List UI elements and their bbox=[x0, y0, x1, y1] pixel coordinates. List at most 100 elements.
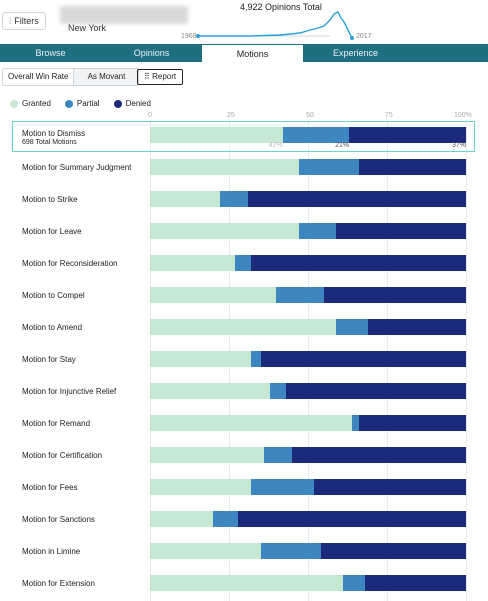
bar-partial[interactable] bbox=[298, 223, 337, 239]
bar-denied[interactable] bbox=[247, 191, 466, 207]
stacked-bar[interactable] bbox=[150, 159, 466, 175]
sparkline-end-dot bbox=[350, 36, 354, 40]
motion-label[interactable]: Motion for Extension bbox=[22, 579, 95, 588]
motion-label[interactable]: Motion to Strike bbox=[22, 195, 78, 204]
bar-partial[interactable] bbox=[270, 383, 286, 399]
motion-label[interactable]: Motion for Stay bbox=[22, 355, 76, 364]
motion-label[interactable]: Motion for Injunctive Relief bbox=[22, 387, 117, 396]
bar-denied[interactable] bbox=[323, 287, 466, 303]
bar-partial[interactable] bbox=[342, 575, 365, 591]
motion-label[interactable]: Motion for Summary Judgment bbox=[22, 163, 132, 172]
bar-granted[interactable] bbox=[150, 223, 299, 239]
motion-label[interactable]: Motion in Limine bbox=[22, 547, 81, 556]
stacked-bar[interactable] bbox=[150, 127, 466, 143]
stacked-bar[interactable] bbox=[150, 511, 466, 527]
bar-partial[interactable] bbox=[235, 255, 252, 271]
motion-label[interactable]: Motion for Sanctions bbox=[22, 515, 95, 524]
bar-partial[interactable] bbox=[298, 159, 359, 175]
legend-item-partial: Partial bbox=[64, 99, 100, 108]
tab-opinions[interactable]: Opinions bbox=[133, 48, 170, 58]
bar-granted[interactable] bbox=[150, 543, 261, 559]
stacked-bar[interactable] bbox=[150, 479, 466, 495]
stacked-bar[interactable] bbox=[150, 287, 466, 303]
bar-partial[interactable] bbox=[263, 447, 293, 463]
bar-partial[interactable] bbox=[276, 287, 324, 303]
motion-label[interactable]: Motion to Compel bbox=[22, 291, 85, 300]
tab-bar-fill bbox=[408, 44, 488, 62]
filters-button[interactable]: ⫶ Filters bbox=[2, 12, 46, 30]
bar-granted[interactable] bbox=[150, 383, 271, 399]
tab-experience[interactable]: Experience bbox=[332, 48, 379, 58]
bar-granted[interactable] bbox=[150, 159, 299, 175]
report-button[interactable]: ⠿ Report bbox=[137, 69, 184, 85]
bar-partial[interactable] bbox=[251, 351, 261, 367]
stacked-bar[interactable] bbox=[150, 415, 466, 431]
bar-denied[interactable] bbox=[336, 223, 466, 239]
motion-total: 698 Total Motions bbox=[22, 139, 77, 146]
tab-motions[interactable]: Motions bbox=[202, 44, 303, 62]
stacked-bar[interactable] bbox=[150, 255, 466, 271]
stacked-bar[interactable] bbox=[150, 575, 466, 591]
motion-label[interactable]: Motion for Leave bbox=[22, 227, 82, 236]
bar-granted[interactable] bbox=[150, 511, 214, 527]
bar-granted[interactable] bbox=[150, 127, 283, 143]
bar-denied[interactable] bbox=[238, 511, 466, 527]
as-movant-button[interactable]: As Movant bbox=[74, 69, 139, 85]
sliders-icon: ⫶ bbox=[9, 16, 12, 26]
header: ⫶ Filters New York 4,922 Opinions Total … bbox=[0, 0, 488, 44]
bar-granted[interactable] bbox=[150, 415, 353, 431]
stacked-bar[interactable] bbox=[150, 447, 466, 463]
legend-label: Granted bbox=[22, 99, 51, 108]
legend-dot-granted bbox=[10, 99, 18, 108]
bar-partial[interactable] bbox=[213, 511, 239, 527]
year-end: 2017 bbox=[356, 33, 372, 40]
motion-label[interactable]: Motion for Fees bbox=[22, 483, 78, 492]
stacked-bar[interactable] bbox=[150, 351, 466, 367]
bar-partial[interactable] bbox=[282, 127, 350, 143]
overall-win-rate-button[interactable]: Overall Win Rate bbox=[3, 69, 75, 85]
motion-label[interactable]: Motion for Remand bbox=[22, 419, 91, 428]
bar-granted[interactable] bbox=[150, 479, 252, 495]
view-toggle: Overall Win Rate As Movant bbox=[2, 68, 140, 86]
bar-partial[interactable] bbox=[352, 415, 359, 431]
bar-denied[interactable] bbox=[368, 319, 466, 335]
selected-row-highlight bbox=[12, 121, 475, 152]
bar-granted[interactable] bbox=[150, 319, 337, 335]
motion-label[interactable]: Motion for Reconsideration bbox=[22, 259, 118, 268]
stacked-bar[interactable] bbox=[150, 383, 466, 399]
bar-denied[interactable] bbox=[358, 159, 466, 175]
bar-partial[interactable] bbox=[219, 191, 248, 207]
bar-granted[interactable] bbox=[150, 447, 264, 463]
bar-denied[interactable] bbox=[292, 447, 466, 463]
bar-partial[interactable] bbox=[260, 543, 321, 559]
bar-partial[interactable] bbox=[251, 479, 315, 495]
bar-granted[interactable] bbox=[150, 351, 252, 367]
bar-denied[interactable] bbox=[349, 127, 466, 143]
x-tick-label: 25 bbox=[227, 112, 235, 119]
motion-label[interactable]: Motion for Certification bbox=[22, 451, 103, 460]
gridline bbox=[466, 120, 467, 601]
bar-denied[interactable] bbox=[285, 383, 466, 399]
legend: Granted Partial Denied bbox=[10, 99, 151, 108]
bar-denied[interactable] bbox=[320, 543, 466, 559]
bar-denied[interactable] bbox=[314, 479, 466, 495]
stacked-bar[interactable] bbox=[150, 223, 466, 239]
bar-granted[interactable] bbox=[150, 255, 236, 271]
bar-denied[interactable] bbox=[251, 255, 466, 271]
legend-label: Denied bbox=[125, 99, 151, 108]
motion-label[interactable]: Motion to Dismiss bbox=[22, 129, 86, 138]
legend-item-denied: Denied bbox=[113, 99, 151, 108]
bar-denied[interactable] bbox=[260, 351, 466, 367]
bar-partial[interactable] bbox=[336, 319, 369, 335]
stacked-bar[interactable] bbox=[150, 319, 466, 335]
motion-label[interactable]: Motion to Amend bbox=[22, 323, 83, 332]
tab-browse[interactable]: Browse bbox=[35, 48, 66, 58]
bar-denied[interactable] bbox=[358, 415, 466, 431]
stacked-bar[interactable] bbox=[150, 191, 466, 207]
legend-dot-denied bbox=[113, 99, 122, 108]
stacked-bar[interactable] bbox=[150, 543, 466, 559]
bar-granted[interactable] bbox=[150, 191, 220, 207]
bar-granted[interactable] bbox=[150, 575, 343, 591]
bar-granted[interactable] bbox=[150, 287, 277, 303]
bar-denied[interactable] bbox=[364, 575, 466, 591]
